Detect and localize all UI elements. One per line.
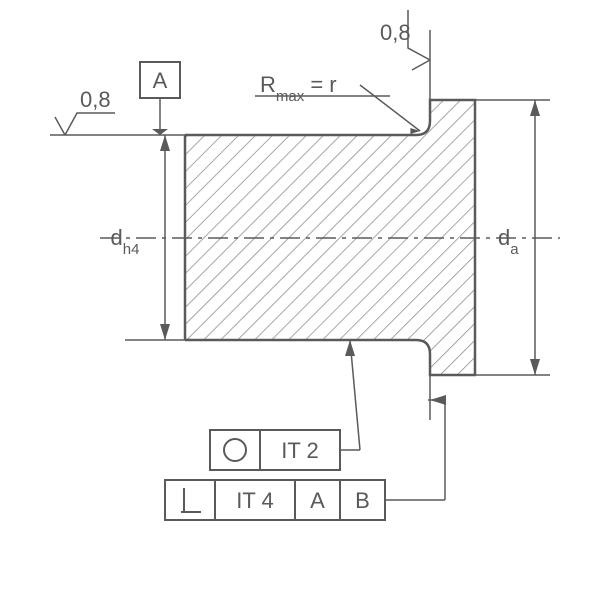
svg-text:IT 4: IT 4 [236, 488, 274, 513]
svg-text:0,8: 0,8 [80, 87, 111, 112]
svg-text:Rmax = r: Rmax = r [260, 72, 337, 105]
svg-text:A: A [310, 488, 325, 513]
svg-text:da: da [498, 225, 519, 258]
svg-text:IT 2: IT 2 [281, 438, 319, 463]
engineering-drawing: 0,8 A 0,8 Rmax = r dh4 da IT 2 IT 4 A B [0, 0, 600, 600]
svg-text:A: A [153, 68, 168, 93]
svg-text:dh4: dh4 [111, 225, 140, 258]
svg-text:B: B [355, 488, 370, 513]
svg-text:0,8: 0,8 [380, 20, 411, 45]
